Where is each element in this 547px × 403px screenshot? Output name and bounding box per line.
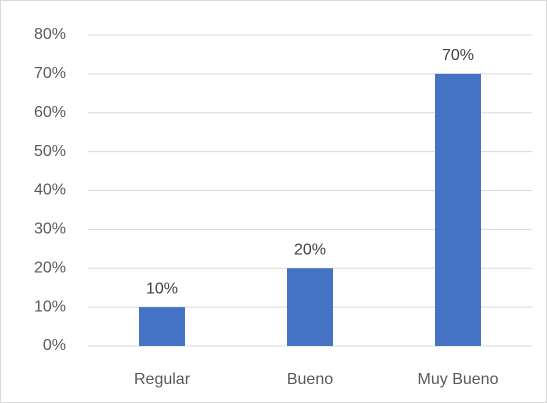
data-label: 10% [146,280,178,297]
bar [287,268,333,346]
y-tick-label: 50% [34,143,66,160]
bar [435,73,481,346]
x-tick-label: Muy Bueno [418,371,499,388]
x-tick-label: Bueno [287,371,333,388]
data-label: 70% [442,47,474,64]
y-tick-label: 10% [34,298,66,315]
data-label: 20% [294,241,326,258]
y-tick-label: 70% [34,65,66,82]
bar [139,307,185,346]
y-tick-label: 20% [34,259,66,276]
y-tick-label: 60% [34,104,66,121]
y-tick-label: 30% [34,221,66,238]
x-tick-label: Regular [134,371,191,388]
y-tick-label: 40% [34,182,66,199]
y-tick-label: 0% [43,337,66,354]
y-tick-label: 80% [34,26,66,43]
